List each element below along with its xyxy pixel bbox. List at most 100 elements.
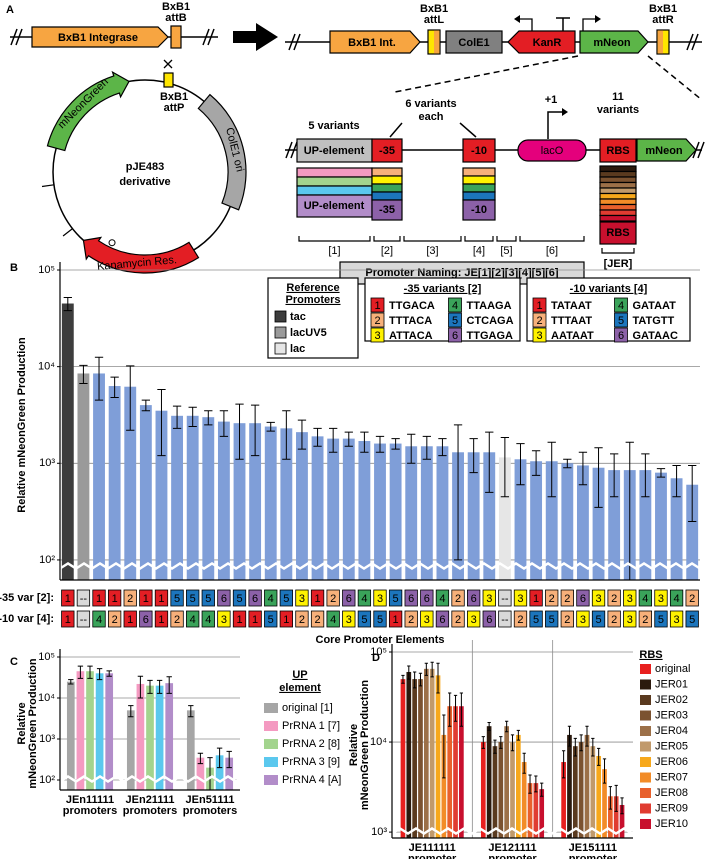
legend-label: JER09 [655, 802, 688, 814]
arrowhead [514, 15, 520, 23]
bar [670, 478, 683, 580]
error-bar [79, 364, 88, 384]
error-bar [614, 784, 618, 812]
legend-label: PrRNA 1 [7] [282, 720, 340, 732]
terminator [62, 228, 73, 237]
legend-label: JER02 [655, 694, 688, 706]
error-bar [579, 734, 583, 752]
axis-break [59, 562, 701, 570]
x-tick-label: JE151111 [569, 842, 617, 854]
minus35 [371, 138, 403, 163]
element-code: 2 [455, 614, 461, 626]
bar [584, 734, 590, 838]
legend-label: TATAAT [551, 300, 592, 312]
element-box [342, 610, 356, 628]
element-code: 6 [221, 593, 227, 605]
bar [608, 796, 613, 838]
error-bar [688, 464, 697, 522]
error-bar [528, 774, 532, 794]
element-code: 3 [580, 614, 586, 626]
element-code: 4 [205, 614, 211, 626]
element-box [669, 589, 684, 607]
variant-stripe [296, 185, 373, 196]
element-box [388, 610, 403, 628]
error-bar [563, 458, 572, 469]
element-box [279, 610, 293, 628]
error-bar [172, 405, 182, 429]
bar [592, 467, 605, 580]
error-bar [438, 438, 447, 457]
element-box [248, 589, 262, 607]
error-bar [608, 786, 612, 810]
break-mark [10, 28, 18, 46]
legend-swatch [264, 775, 278, 785]
legend-label: JER05 [655, 740, 688, 752]
element-code: 3 [517, 593, 523, 605]
legend-title: -10 variants [4] [570, 283, 648, 295]
legend-swatch [640, 710, 651, 721]
error-bar [500, 436, 510, 498]
error-bar [413, 671, 417, 689]
error-bar [313, 427, 322, 447]
break-mark [202, 28, 210, 46]
element-box [607, 589, 621, 607]
att-site [170, 25, 182, 49]
gene-label: KanR [533, 37, 562, 49]
legend-label: JER01 [655, 678, 688, 690]
arrowhead [562, 108, 568, 116]
element-code: 2 [174, 614, 180, 626]
element-code: -- [80, 593, 88, 605]
legend-swatch [640, 772, 651, 783]
row-label: -35 var [2]: [0, 592, 54, 604]
plasmid-label: derivative [119, 176, 170, 188]
y-tick-label: 10² [39, 554, 55, 566]
legend-title: RBS [639, 649, 662, 661]
x-tick-label: JEn51111 [186, 794, 235, 806]
legend-swatch [640, 726, 651, 736]
bar [171, 415, 184, 580]
variant-stripe [599, 176, 637, 184]
zoom-line [647, 55, 703, 101]
element-box [123, 610, 137, 628]
legend-label: lac [290, 343, 305, 355]
element-code: 1 [314, 593, 320, 605]
legend-swatch [640, 803, 651, 814]
legend-swatch [614, 327, 628, 343]
element-code: 2 [642, 614, 648, 626]
element-code: 3 [221, 614, 227, 626]
error-bar [481, 736, 485, 749]
legend-swatch [448, 312, 462, 328]
error-bar [561, 750, 566, 779]
bar [66, 681, 75, 790]
element-box [107, 589, 122, 607]
element-box [170, 589, 184, 607]
error-bar [297, 419, 307, 450]
element-box [154, 610, 169, 628]
part-label: -35 [379, 145, 395, 157]
element-box [76, 589, 91, 607]
element-box [232, 610, 247, 628]
error-bar [68, 679, 74, 685]
element-code: 6 [252, 593, 258, 605]
element-box [623, 589, 637, 607]
element-box [576, 610, 590, 628]
legend-swatch [264, 739, 278, 749]
legend-label: AATAAT [551, 330, 594, 342]
element-code: 5 [689, 614, 695, 626]
bracket [519, 236, 585, 242]
variant-stripe [599, 203, 637, 211]
zoom-line [394, 55, 579, 93]
bar [423, 668, 429, 838]
bar [521, 762, 527, 838]
part-label: RBS [606, 227, 629, 239]
error-bar [141, 399, 151, 412]
element-box [435, 589, 450, 607]
legend-code: 5 [618, 315, 624, 327]
x-tick-label: JE121111 [488, 842, 536, 854]
error-bar [407, 665, 411, 680]
element-box [545, 589, 559, 607]
bar [186, 415, 199, 580]
legend-swatch [640, 788, 651, 798]
error-bar [585, 725, 589, 747]
element-code: 3 [299, 593, 305, 605]
